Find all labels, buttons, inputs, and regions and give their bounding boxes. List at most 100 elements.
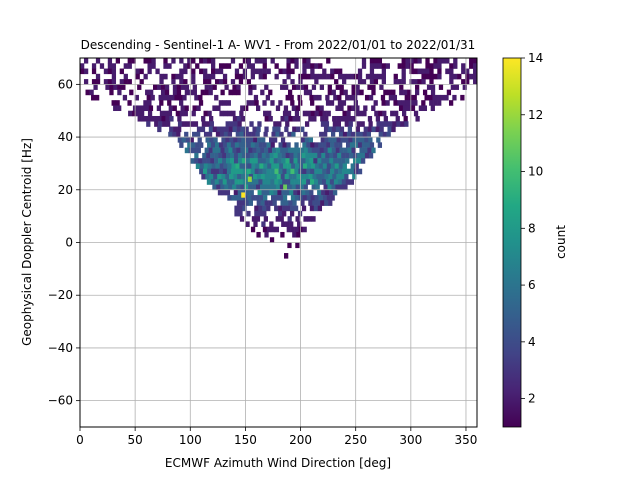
- heatmap-cell: [275, 216, 280, 222]
- heatmap-cell: [374, 110, 379, 117]
- heatmap-cell: [369, 63, 375, 69]
- heatmap-cell: [310, 168, 315, 175]
- heatmap-cell: [259, 163, 264, 169]
- heatmap-cell: [413, 110, 419, 117]
- heatmap-cell: [201, 173, 206, 180]
- y-tick-label: −20: [48, 288, 73, 302]
- heatmap-cell: [137, 84, 142, 90]
- heatmap-cell: [312, 115, 317, 122]
- heatmap-cell: [254, 168, 259, 175]
- heatmap-cell: [430, 84, 436, 90]
- heatmap-cell: [191, 73, 196, 80]
- heatmap-cell: [285, 152, 290, 159]
- heatmap-cell: [267, 184, 273, 191]
- heatmap-cell: [344, 137, 349, 143]
- heatmap-cell: [401, 63, 406, 69]
- heatmap-cell: [151, 63, 156, 69]
- heatmap-cell: [321, 152, 326, 159]
- heatmap-cell: [306, 163, 312, 169]
- heatmap-cell: [303, 184, 308, 191]
- heatmap-cell: [385, 63, 390, 69]
- heatmap-cell: [369, 73, 375, 80]
- heatmap-cell: [277, 189, 282, 196]
- heatmap-cell: [278, 168, 283, 175]
- heatmap-cell: [192, 105, 197, 112]
- heatmap-cell: [207, 168, 212, 175]
- heatmap-cell: [271, 163, 276, 169]
- heatmap-cell: [333, 152, 338, 159]
- heatmap-cell: [308, 200, 313, 206]
- heatmap-cell: [457, 73, 462, 80]
- heatmap-cell: [310, 195, 315, 201]
- heatmap-cell: [256, 173, 262, 180]
- heatmap-cell: [167, 110, 173, 117]
- heatmap-cell: [229, 121, 234, 127]
- heatmap-cell: [240, 200, 246, 206]
- heatmap-cell: [266, 226, 272, 233]
- heatmap-cell: [263, 131, 268, 138]
- heatmap-cell: [314, 63, 319, 69]
- heatmap-cell: [342, 73, 347, 80]
- heatmap-cell: [351, 115, 357, 122]
- heatmap-cell: [351, 89, 356, 96]
- heatmap-cell: [256, 231, 261, 238]
- heatmap-cell: [247, 131, 252, 138]
- heatmap-cell: [95, 73, 101, 80]
- heatmap-cell: [337, 158, 342, 164]
- heatmap-cell: [310, 68, 315, 75]
- heatmap-cell: [250, 63, 255, 69]
- heatmap-cell: [437, 100, 442, 106]
- heatmap-cell: [310, 100, 315, 106]
- heatmap-cell: [401, 73, 406, 80]
- heatmap-cell: [358, 110, 363, 117]
- heatmap-cell: [299, 163, 304, 169]
- heatmap-cell: [242, 68, 248, 75]
- heatmap-cell: [237, 158, 243, 164]
- heatmap-cells: [80, 58, 478, 259]
- heatmap-cell: [469, 73, 474, 80]
- heatmap-cell: [254, 68, 259, 75]
- heatmap-cell: [302, 163, 308, 169]
- heatmap-cell: [398, 105, 404, 112]
- heatmap-cell: [306, 110, 311, 117]
- heatmap-cell: [291, 184, 296, 191]
- heatmap-cell: [324, 137, 329, 143]
- heatmap-cell: [163, 73, 168, 80]
- heatmap-cell: [320, 200, 325, 206]
- colorbar-tick-label: 8: [528, 221, 536, 235]
- heatmap-cell: [318, 73, 323, 80]
- heatmap-cell: [288, 173, 293, 180]
- heatmap-cell: [107, 63, 113, 69]
- heatmap-cell: [240, 115, 246, 122]
- heatmap-cell: [161, 115, 166, 122]
- heatmap-cell: [360, 158, 366, 164]
- heatmap-cell: [409, 68, 414, 75]
- heatmap-cell: [103, 79, 109, 85]
- heatmap-cell: [295, 84, 301, 90]
- heatmap-cell: [256, 184, 261, 191]
- heatmap-cell: [462, 84, 467, 90]
- heatmap-cell: [326, 142, 331, 148]
- heatmap-cell: [345, 179, 351, 185]
- heatmap-cell: [354, 131, 360, 138]
- heatmap-cell: [307, 89, 313, 96]
- colorbar: 2 4 6 8 10 12 14 count: [502, 51, 568, 428]
- heatmap-cell: [216, 147, 221, 154]
- heatmap-cell: [190, 158, 195, 164]
- heatmap-cell: [226, 158, 231, 164]
- heatmap-cell: [291, 131, 296, 138]
- heatmap-cell: [234, 142, 240, 148]
- plot-area: [79, 57, 478, 428]
- heatmap-cell: [147, 63, 152, 69]
- heatmap-cell: [204, 84, 209, 90]
- heatmap-cell: [421, 68, 426, 75]
- heatmap-cell: [229, 152, 235, 159]
- heatmap-cell: [263, 110, 268, 117]
- y-tick-label: −40: [48, 341, 73, 355]
- heatmap-cell: [375, 115, 381, 122]
- heatmap-cell: [250, 68, 255, 75]
- heatmap-cell: [417, 79, 422, 85]
- heatmap-cell: [143, 73, 148, 80]
- heatmap-cell: [230, 168, 236, 175]
- heatmap-cell: [234, 210, 239, 217]
